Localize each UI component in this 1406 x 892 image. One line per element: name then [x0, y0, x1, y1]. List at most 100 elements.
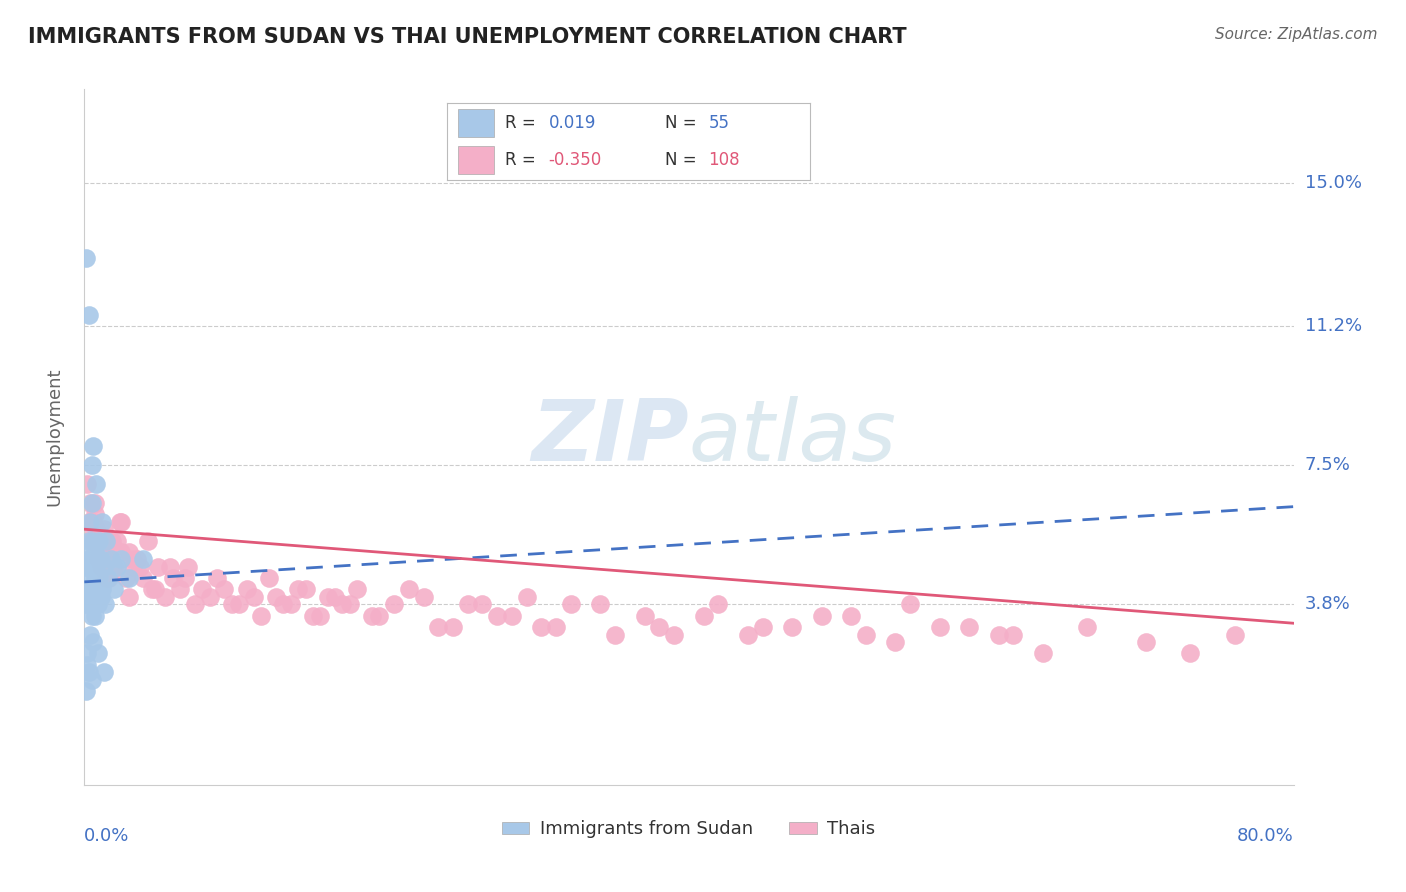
Text: ZIP: ZIP [531, 395, 689, 479]
Point [605, 627, 627, 641]
Point [250, 608, 273, 623]
Point [83, 571, 105, 585]
Text: IMMIGRANTS FROM SUDAN VS THAI UNEMPLOYMENT CORRELATION CHART: IMMIGRANTS FROM SUDAN VS THAI UNEMPLOYME… [28, 27, 907, 46]
Point [100, 552, 122, 566]
Point [316, 590, 339, 604]
Point [280, 598, 302, 612]
Point [77, 308, 100, 322]
Point [87, 533, 110, 548]
Point [884, 635, 907, 649]
Point [898, 598, 921, 612]
Point [105, 533, 128, 548]
Point [110, 545, 132, 559]
Point [173, 571, 195, 585]
Point [86, 598, 108, 612]
Point [80, 458, 103, 473]
Point [105, 559, 128, 574]
Point [707, 598, 730, 612]
Point [516, 590, 538, 604]
Point [80, 608, 103, 623]
Point [87, 545, 110, 559]
Point [339, 598, 361, 612]
Point [84, 477, 107, 491]
Point [162, 571, 184, 585]
Legend: Immigrants from Sudan, Thais: Immigrants from Sudan, Thais [495, 814, 883, 846]
Point [97, 533, 120, 548]
Point [141, 582, 163, 597]
Point [80, 533, 103, 548]
Text: Source: ZipAtlas.com: Source: ZipAtlas.com [1215, 27, 1378, 42]
Point [839, 608, 862, 623]
Point [346, 582, 368, 597]
Point [96, 552, 118, 566]
Point [82, 635, 104, 649]
Point [361, 608, 384, 623]
Point [441, 620, 464, 634]
Point [1135, 635, 1157, 649]
Point [117, 590, 139, 604]
Point [143, 582, 166, 597]
Point [77, 515, 100, 529]
Point [121, 552, 143, 566]
Point [101, 533, 124, 548]
Point [82, 515, 104, 529]
Point [159, 559, 181, 574]
Point [132, 571, 155, 585]
Point [928, 620, 950, 634]
Point [86, 552, 108, 566]
Point [84, 559, 107, 574]
Point [471, 598, 494, 612]
Point [323, 590, 346, 604]
Point [191, 582, 214, 597]
Point [810, 608, 832, 623]
Point [501, 608, 523, 623]
Point [1180, 646, 1202, 660]
Point [79, 598, 101, 612]
Point [75, 252, 97, 266]
Point [80, 582, 103, 597]
Text: 3.8%: 3.8% [1305, 596, 1350, 614]
Point [398, 582, 420, 597]
Point [90, 590, 112, 604]
Y-axis label: Unemployment: Unemployment [45, 368, 63, 507]
Point [129, 559, 152, 574]
Point [86, 646, 108, 660]
Point [91, 515, 114, 529]
Point [176, 559, 198, 574]
Point [79, 496, 101, 510]
Point [486, 608, 509, 623]
Point [87, 571, 110, 585]
Point [1223, 627, 1246, 641]
Point [75, 684, 97, 698]
Point [136, 533, 159, 548]
Point [457, 598, 479, 612]
Point [205, 571, 228, 585]
Point [110, 515, 132, 529]
Point [560, 598, 582, 612]
Point [302, 608, 325, 623]
Point [76, 477, 98, 491]
Point [76, 545, 98, 559]
Point [103, 582, 125, 597]
Point [93, 665, 115, 680]
Text: 15.0%: 15.0% [1305, 174, 1361, 192]
Text: 7.5%: 7.5% [1305, 457, 1351, 475]
Point [80, 552, 103, 566]
Point [83, 507, 105, 521]
Point [855, 627, 877, 641]
Point [214, 582, 236, 597]
Point [427, 620, 450, 634]
Point [103, 559, 125, 574]
Point [82, 440, 104, 454]
Point [987, 627, 1010, 641]
Point [114, 571, 136, 585]
Point [169, 582, 191, 597]
Point [235, 582, 257, 597]
Point [287, 582, 309, 597]
Point [122, 559, 145, 574]
Point [96, 571, 118, 585]
Text: atlas: atlas [689, 395, 897, 479]
Point [76, 657, 98, 672]
Point [91, 545, 114, 559]
Point [90, 559, 112, 574]
